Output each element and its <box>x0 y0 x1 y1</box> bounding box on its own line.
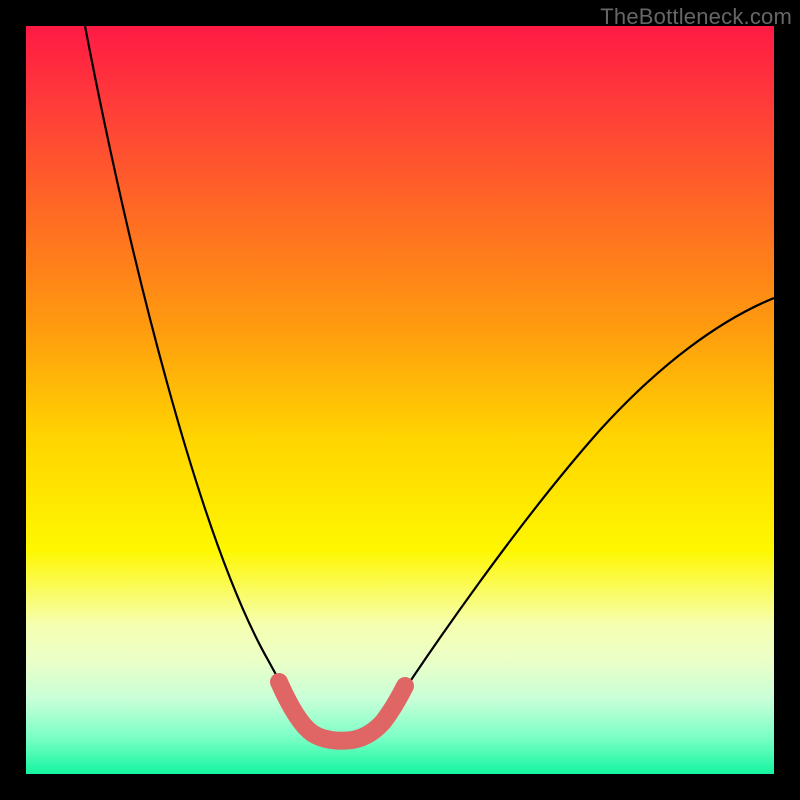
chart-background <box>26 26 774 774</box>
chart-frame: TheBottleneck.com <box>0 0 800 800</box>
bottleneck-chart <box>0 0 800 800</box>
watermark-text: TheBottleneck.com <box>600 4 792 30</box>
